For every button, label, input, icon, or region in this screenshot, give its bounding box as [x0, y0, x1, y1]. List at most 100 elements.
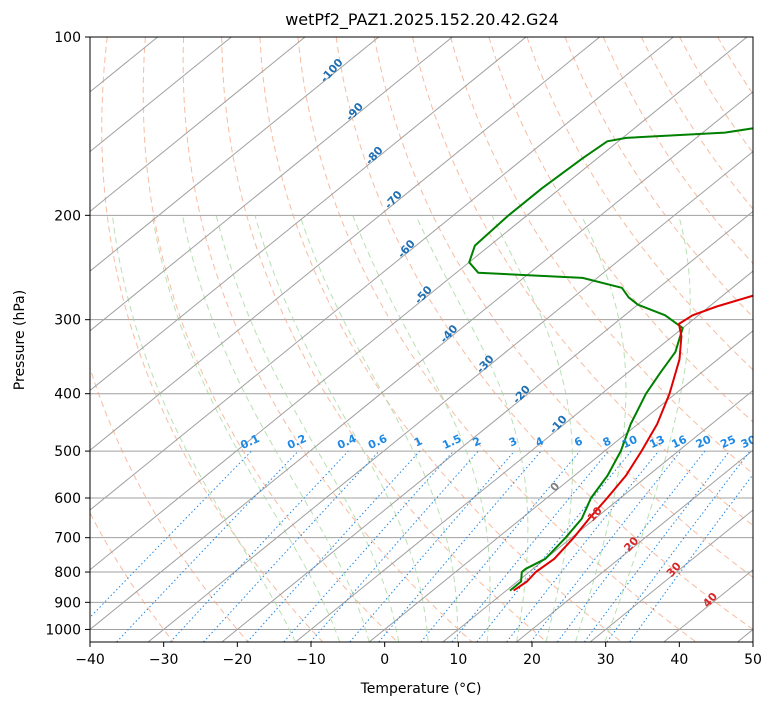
isotherm-label: -20 — [510, 383, 533, 407]
mixing-ratio-line — [420, 450, 581, 642]
mixing-ratio-line — [116, 450, 299, 642]
y-axis: 100 200 300 400 500 600 700 800 900 1000 — [45, 30, 90, 638]
mixing-ratio-label: 2 — [471, 434, 483, 449]
mixing-ratio-line — [530, 450, 682, 642]
mixing-ratio-line — [349, 450, 515, 642]
dry-adiabat-line — [717, 37, 753, 95]
dry-adiabat-line — [101, 37, 324, 642]
x-tick-label: −20 — [223, 652, 253, 668]
isotherm-line — [90, 37, 453, 332]
moist-adiabat-line — [182, 215, 370, 642]
mixing-ratio-line — [310, 450, 479, 642]
moist-adiabat-line — [151, 215, 341, 642]
mixing-ratio-line — [629, 473, 753, 642]
isotherm-line — [737, 628, 753, 642]
plot-frame — [89, 36, 754, 643]
dry-adiabat-line — [679, 37, 753, 154]
x-tick-label: 40 — [670, 652, 688, 668]
dry-adiabat-line — [526, 37, 753, 371]
moist-adiabat-line — [352, 215, 491, 642]
mixing-ratio-label: 36 — [760, 433, 775, 451]
y-tick-label: 500 — [54, 444, 81, 460]
isotherm-label: -70 — [382, 188, 405, 212]
y-tick-label: 1000 — [45, 622, 81, 638]
isotherm-label: 30 — [664, 559, 684, 579]
mixing-ratio-line — [283, 450, 454, 642]
dry-adiabat-line — [412, 37, 753, 527]
dry-adiabat-line — [182, 37, 473, 642]
mixing-ratio-line — [90, 450, 252, 619]
isotherm-line — [442, 389, 753, 642]
mixing-ratio-label: 0.2 — [285, 432, 308, 452]
isotherm-line — [589, 509, 753, 642]
mixing-ratio-line — [451, 450, 609, 642]
dry-adiabat-line — [142, 37, 398, 642]
x-tick-label: −40 — [75, 652, 105, 668]
mixing-ratio-label: 25 — [718, 433, 737, 451]
moist-adiabat-line — [575, 215, 627, 642]
x-tick-label: 0 — [380, 652, 389, 668]
isotherm-line — [516, 449, 753, 642]
y-tick-label: 900 — [54, 595, 81, 611]
dry-adiabat-line — [221, 37, 548, 642]
y-tick-label: 300 — [54, 313, 81, 329]
isotherm-line — [221, 210, 753, 642]
dry-adiabat-line — [373, 37, 753, 578]
isotherm-label: 0 — [548, 479, 563, 494]
temperature-profile-line — [513, 294, 753, 592]
mixing-ratio-line — [476, 450, 632, 642]
mixing-ratio-line — [556, 450, 706, 642]
dewpoint-profile-line — [468, 127, 753, 592]
isotherm-line — [90, 91, 753, 631]
mixing-ratio-label: 20 — [694, 433, 714, 451]
mixing-ratio-label: 6 — [572, 434, 585, 449]
isotherm-line — [90, 37, 674, 511]
isotherm-line — [90, 37, 232, 153]
moist-adiabat-line — [415, 215, 529, 642]
dry-adiabat-line — [90, 511, 174, 642]
y-tick-label: 100 — [54, 30, 81, 46]
mixing-ratio-line — [583, 450, 730, 642]
dry-adiabat-line — [335, 37, 753, 631]
isotherm-line — [147, 150, 753, 642]
mixing-ratio-label: 0.4 — [335, 432, 358, 452]
mixing-ratio-label: 16 — [670, 433, 690, 451]
x-tick-label: 20 — [523, 652, 541, 668]
x-tick-label: 30 — [597, 652, 615, 668]
isotherm-label: -10 — [547, 413, 570, 437]
x-tick-label: 10 — [449, 652, 467, 668]
background-lines — [0, 37, 753, 642]
moist-adiabat-line — [299, 215, 459, 642]
mixing-ratio-line — [506, 450, 659, 642]
mixing-ratio-line — [606, 450, 751, 642]
moist-adiabat-line — [111, 215, 296, 642]
isotherm-line — [0, 37, 10, 642]
mixing-ratio-line — [378, 450, 542, 642]
moist-adiabat-line — [604, 215, 691, 642]
y-tick-label: 200 — [54, 208, 81, 224]
x-tick-label: −10 — [296, 652, 326, 668]
x-tick-label: 50 — [744, 652, 762, 668]
dry-adiabat-line — [450, 37, 753, 475]
isotherm-line — [90, 37, 748, 571]
isotherm-line — [90, 37, 527, 392]
mixing-ratio-line — [203, 450, 380, 642]
isotherm-label: -90 — [343, 100, 366, 124]
mixing-ratio-label: 3 — [507, 434, 519, 449]
mixing-ratio-label: 1 — [412, 434, 424, 449]
mixing-ratio-label: 8 — [601, 434, 613, 449]
isotherm-label: -60 — [395, 237, 418, 261]
moist-adiabat-line — [215, 215, 400, 642]
y-tick-label: 800 — [54, 565, 81, 581]
isotherm-line — [90, 37, 379, 272]
x-tick-label: −30 — [149, 652, 179, 668]
chart-title: wetPf2_PAZ1.2025.152.20.42.G24 — [285, 10, 559, 30]
isotherm-line — [90, 37, 600, 451]
isotherm-line — [368, 330, 753, 642]
isotherm-line — [90, 37, 306, 212]
dry-adiabat-line — [259, 37, 622, 642]
mixing-ratio-label: 0.1 — [238, 432, 261, 452]
y-axis-title: Pressure (hPa) — [12, 290, 28, 390]
moist-adiabat-line — [491, 215, 574, 642]
dry-adiabat-line — [564, 37, 753, 318]
